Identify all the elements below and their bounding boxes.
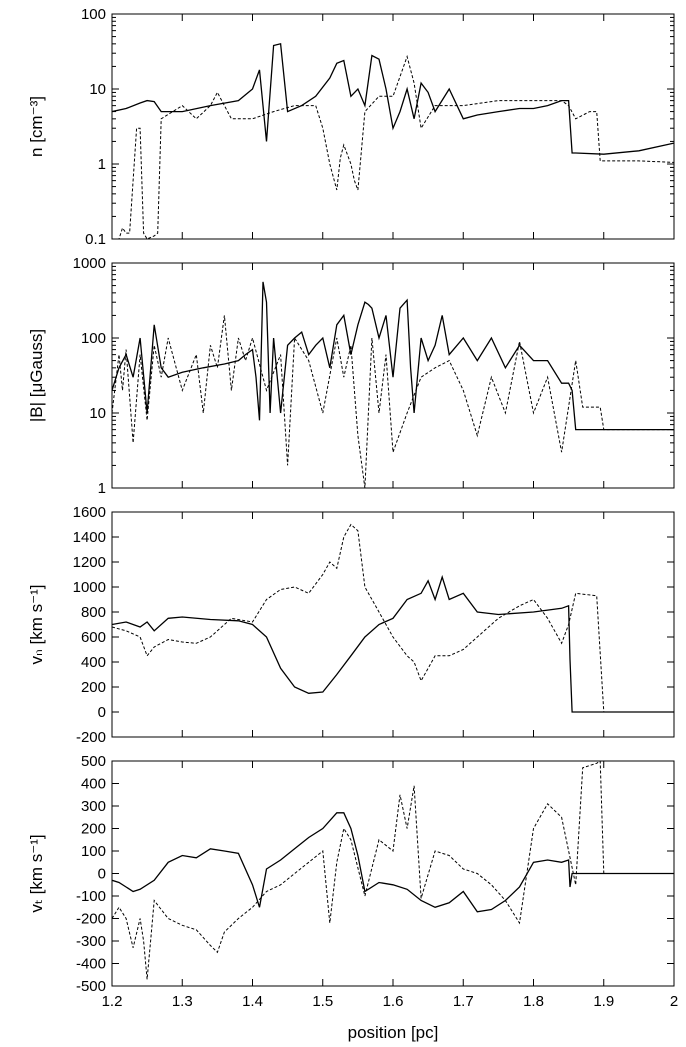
series-line-dashed — [112, 761, 674, 980]
y-axis-label: vₜ [km s⁻¹] — [27, 834, 46, 912]
x-axis-label: position [pc] — [348, 1023, 439, 1042]
y-tick-label: -300 — [76, 933, 106, 950]
y-tick-label: 1 — [98, 480, 106, 497]
y-tick-label: 0 — [98, 704, 106, 721]
series-line-dashed — [112, 315, 674, 488]
y-axis-label: |B| [μGauss] — [27, 329, 46, 422]
y-tick-label: 500 — [81, 753, 106, 770]
y-tick-label: 400 — [81, 776, 106, 793]
x-tick-label: 1.6 — [383, 993, 404, 1010]
y-tick-label: 1000 — [73, 579, 106, 596]
x-tick-label: 1.4 — [242, 993, 263, 1010]
y-axis-label: n [cm⁻³] — [27, 96, 46, 157]
y-tick-label: 0.1 — [85, 231, 106, 248]
y-tick-label: 1200 — [73, 554, 106, 571]
y-tick-label: -200 — [76, 729, 106, 746]
y-tick-label: 100 — [81, 330, 106, 347]
y-tick-label: 100 — [81, 6, 106, 23]
x-tick-label: 1.3 — [172, 993, 193, 1010]
y-tick-label: 600 — [81, 629, 106, 646]
series-line-solid — [112, 574, 674, 713]
x-tick-label: 1.7 — [453, 993, 474, 1010]
x-tick-label: 1.9 — [593, 993, 614, 1010]
series-line-solid — [112, 281, 674, 431]
y-tick-label: 1 — [98, 156, 106, 173]
y-tick-label: -100 — [76, 888, 106, 905]
y-tick-label: 200 — [81, 679, 106, 696]
panel-3: -200 0 200 400 600 800 1000 1200 1400 1600 vₙ [km … — [27, 504, 675, 746]
series-line-solid — [112, 42, 674, 155]
y-tick-label: 300 — [81, 798, 106, 815]
y-tick-label: 200 — [81, 821, 106, 838]
panel-1: 0.1 1 10 100 n [cm⁻³] — [27, 6, 675, 248]
y-tick-label: -400 — [76, 956, 106, 973]
y-tick-label: 1400 — [73, 529, 106, 546]
y-tick-label: 1000 — [73, 255, 106, 272]
x-tick-label: 1.5 — [312, 993, 333, 1010]
y-tick-label: 10 — [89, 405, 106, 422]
plot-frame — [111, 511, 675, 738]
y-tick-label: -500 — [76, 978, 106, 995]
series-line-dashed — [112, 54, 674, 239]
x-tick-label: 2 — [670, 993, 678, 1010]
series-line-dashed — [112, 523, 674, 713]
x-tick-label: 1.8 — [523, 993, 544, 1010]
y-tick-label: 1600 — [73, 504, 106, 521]
panel-2: 1 10 100 1000 |B| [μGauss] — [27, 255, 675, 497]
x-tick-label: 1.2 — [102, 993, 123, 1010]
y-tick-label: -200 — [76, 911, 106, 928]
y-axis-label: vₙ [km s⁻¹] — [27, 585, 46, 665]
series-line-solid — [112, 812, 674, 913]
y-tick-label: 10 — [89, 81, 106, 98]
y-tick-label: 400 — [81, 654, 106, 671]
y-tick-label: 0 — [98, 866, 106, 883]
y-tick-label: 100 — [81, 843, 106, 860]
panel-4: -500 -400 -300 -200 -100 0 100 200 300 400 500 1.2 1… — [27, 753, 678, 1010]
y-tick-label: 800 — [81, 604, 106, 621]
